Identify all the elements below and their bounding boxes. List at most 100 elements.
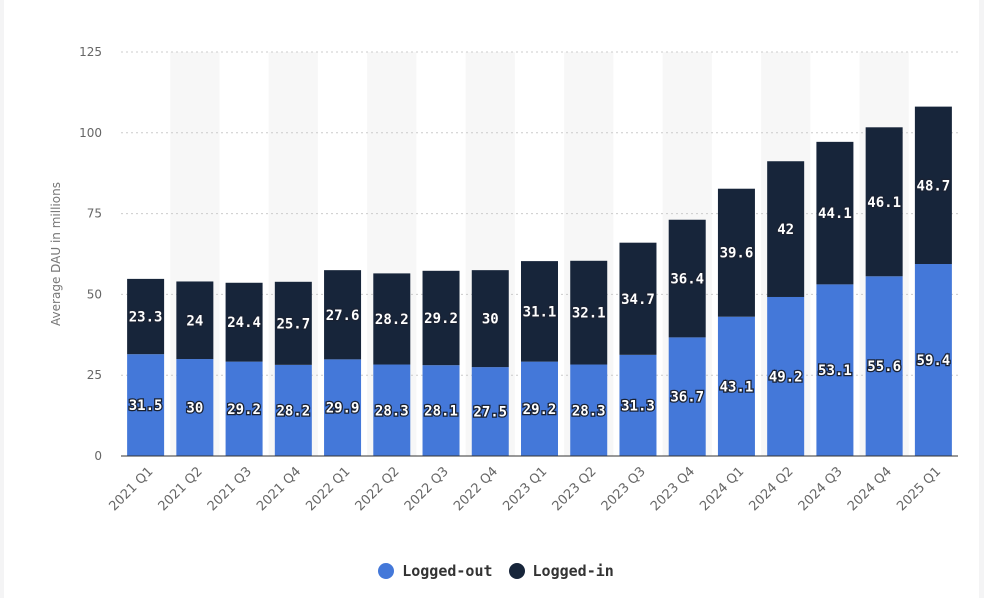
legend-swatch-logged-in [508,563,525,579]
bar-logged-out[interactable] [176,359,214,456]
data-label: 28.3 [572,403,606,419]
data-label: 42 [777,222,794,238]
data-label: 32.1 [572,306,606,322]
data-label: 53.1 [818,363,852,379]
bar-logged-in[interactable] [274,281,312,365]
data-label: 29.2 [227,402,261,418]
bar-logged-out[interactable] [324,359,362,456]
bar-logged-out[interactable] [914,264,952,456]
data-label: 31.3 [621,398,655,414]
y-tick-label: 25 [87,368,102,382]
bar-logged-in[interactable] [914,106,952,265]
bar-logged-in[interactable] [717,188,755,317]
bar-logged-out[interactable] [127,354,165,456]
y-axis-ticks: 0 25 50 75 100 125 [79,45,102,463]
bar-logged-out[interactable] [422,365,460,456]
bar-logged-out[interactable] [865,276,903,456]
data-label: 28.2 [276,403,310,419]
bar-logged-out[interactable] [521,361,558,456]
bar-logged-out[interactable] [668,337,706,456]
data-label: 28.3 [375,403,409,419]
x-tick-label: 2022 Q3 [402,464,452,514]
data-label: 29.9 [326,401,360,417]
x-tick-label: 2021 Q1 [106,464,156,514]
legend-label-logged-out: Logged-out [402,562,493,580]
x-tick-label: 2021 Q3 [205,464,255,514]
x-tick-label: 2024 Q2 [746,464,796,514]
bar-logged-in[interactable] [816,141,854,285]
y-tick-label: 100 [79,126,102,140]
data-label: 43.1 [720,379,754,395]
data-label: 24.4 [227,315,261,331]
x-tick-label: 2022 Q4 [451,464,501,514]
legend-item-logged-out[interactable]: Logged-out [378,562,493,580]
bar-logged-in[interactable] [865,127,903,277]
legend-item-logged-in[interactable]: Logged-in [508,562,614,580]
bar-logged-in[interactable] [127,278,165,355]
legend-swatch-logged-out [378,563,395,579]
y-tick-label: 125 [79,45,102,59]
x-tick-label: 2023 Q1 [500,464,550,514]
data-label: 31.1 [523,304,557,320]
x-tick-label: 2023 Q2 [550,464,600,514]
data-label: 29.2 [523,402,557,418]
data-label: 55.6 [867,359,901,375]
bar-logged-in[interactable] [619,242,657,355]
x-tick-label: 2021 Q4 [254,464,304,514]
data-label: 28.1 [424,404,458,420]
legend: Logged-out Logged-in [4,562,984,580]
x-tick-label: 2022 Q2 [353,464,403,514]
data-label: 34.7 [621,292,655,308]
data-label: 46.1 [867,195,901,211]
data-label: 48.7 [917,178,951,194]
x-tick-label: 2024 Q1 [697,464,747,514]
bar-logged-in[interactable] [570,260,608,365]
data-label: 36.4 [670,272,704,288]
bar-logged-in[interactable] [225,282,263,362]
x-tick-label: 2023 Q4 [648,464,698,514]
bar-logged-in[interactable] [521,261,558,362]
x-tick-label: 2024 Q4 [845,464,895,514]
x-tick-label: 2023 Q3 [599,464,649,514]
data-label: 29.2 [424,311,458,327]
bar-logged-in[interactable] [422,270,460,366]
bar-logged-in[interactable] [471,270,509,368]
data-label: 25.7 [276,316,310,332]
data-label: 24 [186,313,203,329]
x-tick-label: 2022 Q1 [303,464,353,514]
legend-label-logged-in: Logged-in [532,562,614,580]
bar-logged-in[interactable] [176,281,214,360]
data-label: 44.1 [818,206,852,222]
bar-logged-in[interactable] [668,219,706,338]
bar-logged-out[interactable] [816,284,854,456]
y-tick-label: 50 [87,287,102,301]
bar-logged-out[interactable] [767,296,805,456]
x-tick-label: 2024 Q3 [796,464,846,514]
y-tick-label: 75 [87,207,102,221]
y-axis-label: Average DAU in millions [49,182,63,326]
data-label: 30 [186,401,203,417]
bar-logged-out[interactable] [471,367,509,456]
bars: 31.5 23.3 30 24 29.2 24.4 28.2 25.7 29.9 27.6 28.3… [127,106,952,456]
data-label: 28.2 [375,312,409,328]
bar-logged-in[interactable] [767,161,805,297]
y-tick-label: 0 [94,449,102,463]
data-label: 59.4 [917,353,951,369]
bar-chart: 0 25 50 75 100 125 Average DAU in millions 31… [49,45,958,514]
data-label: 31.5 [129,398,163,414]
x-tick-label: 2021 Q2 [156,464,206,514]
bar-logged-in[interactable] [373,273,411,365]
data-label: 30 [482,312,499,328]
data-label: 36.7 [670,390,704,406]
bar-logged-out[interactable] [274,364,312,456]
data-label: 27.5 [473,405,507,421]
data-label: 39.6 [720,246,754,262]
data-label: 23.3 [129,310,163,326]
data-label: 27.6 [326,308,360,324]
bar-logged-out[interactable] [717,316,755,456]
bar-logged-out[interactable] [225,361,263,456]
bar-logged-out[interactable] [570,364,608,456]
bar-logged-in[interactable] [324,270,362,360]
bar-logged-out[interactable] [373,364,411,456]
bar-logged-out[interactable] [619,354,657,456]
